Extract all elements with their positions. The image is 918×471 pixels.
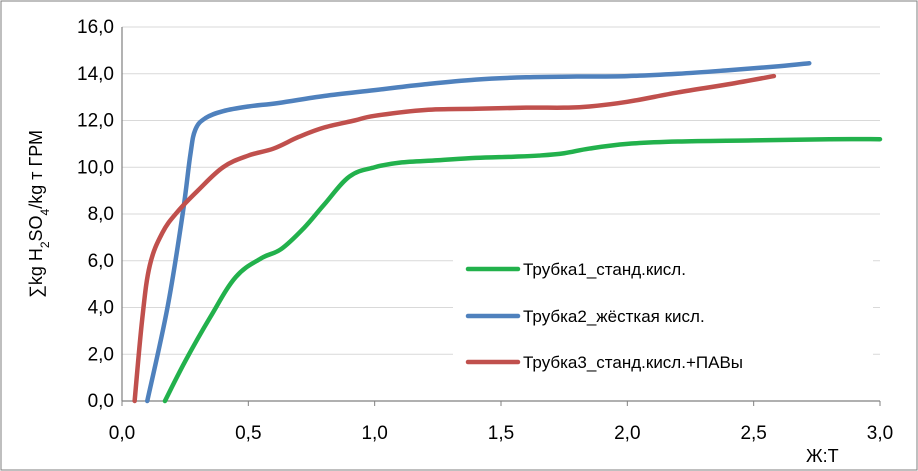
x-tick-label: 2,0 [614,423,640,444]
y-tick-label: 8,0 [88,204,114,225]
x-tick-label: 1,0 [361,423,387,444]
x-axis-title: Ж:Т [806,446,839,466]
x-tick-label: 3,0 [867,423,893,444]
y-axis-title: ∑kg H2SO4/kg т ГРМ [26,130,52,298]
y-tick-label: 4,0 [88,298,114,319]
x-tick-label: 0,5 [235,423,261,444]
y-tick-label: 0,0 [88,391,114,412]
legend-label-3: Трубка3_станд.кисл.+ПАВы [523,353,743,372]
x-tick-label: 0,0 [109,423,135,444]
legend: Трубка1_станд.кисл. Трубка2_жёсткая кисл.… [453,250,873,390]
y-tick-label: 2,0 [88,344,114,365]
series-group [132,60,883,404]
x-tick-label: 2,5 [740,423,766,444]
x-tick-label: 1,5 [488,423,514,444]
axes: 0,0 2,0 4,0 6,0 8,0 10,0 12,0 14,0 16,0 0,0 0,5 1,0… [26,17,893,466]
y-tick-label: 6,0 [88,251,114,272]
y-tick-label: 12,0 [77,111,114,132]
series-line-3 [132,73,777,404]
y-tick-label: 10,0 [77,157,114,178]
legend-box [453,250,873,390]
series-line-2 [145,60,812,404]
series-line-1 [162,136,883,404]
y-tick-label: 14,0 [77,64,114,85]
y-tick-label: 16,0 [77,17,114,38]
legend-label-1: Трубка1_станд.кисл. [523,260,686,279]
legend-label-2: Трубка2_жёсткая кисл. [523,307,705,326]
